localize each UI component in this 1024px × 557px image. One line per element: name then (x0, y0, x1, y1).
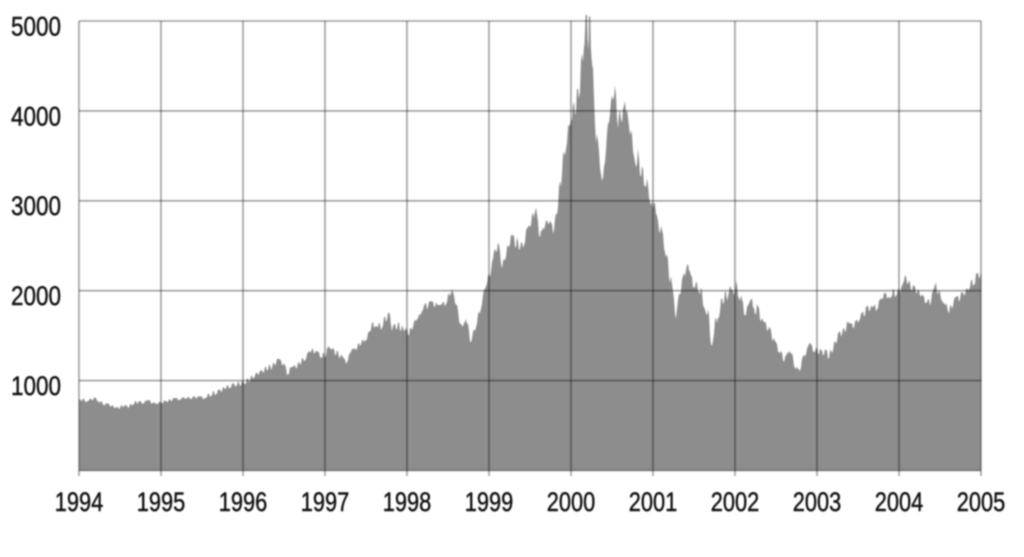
svg-text:1996: 1996 (219, 487, 268, 517)
svg-text:1995: 1995 (137, 487, 186, 517)
svg-text:1998: 1998 (383, 487, 432, 517)
svg-text:2002: 2002 (711, 487, 760, 517)
svg-text:4000: 4000 (11, 101, 61, 131)
svg-text:2000: 2000 (547, 487, 596, 517)
svg-text:2000: 2000 (11, 281, 61, 311)
svg-text:2001: 2001 (629, 487, 678, 517)
svg-text:1999: 1999 (465, 487, 514, 517)
svg-text:1997: 1997 (301, 487, 350, 517)
svg-text:2005: 2005 (957, 487, 1006, 517)
svg-text:1994: 1994 (55, 487, 104, 517)
svg-text:1000: 1000 (11, 371, 61, 401)
svg-text:2003: 2003 (793, 487, 842, 517)
svg-text:3000: 3000 (11, 191, 61, 221)
svg-text:2004: 2004 (875, 487, 924, 517)
svg-text:5000: 5000 (11, 11, 61, 41)
